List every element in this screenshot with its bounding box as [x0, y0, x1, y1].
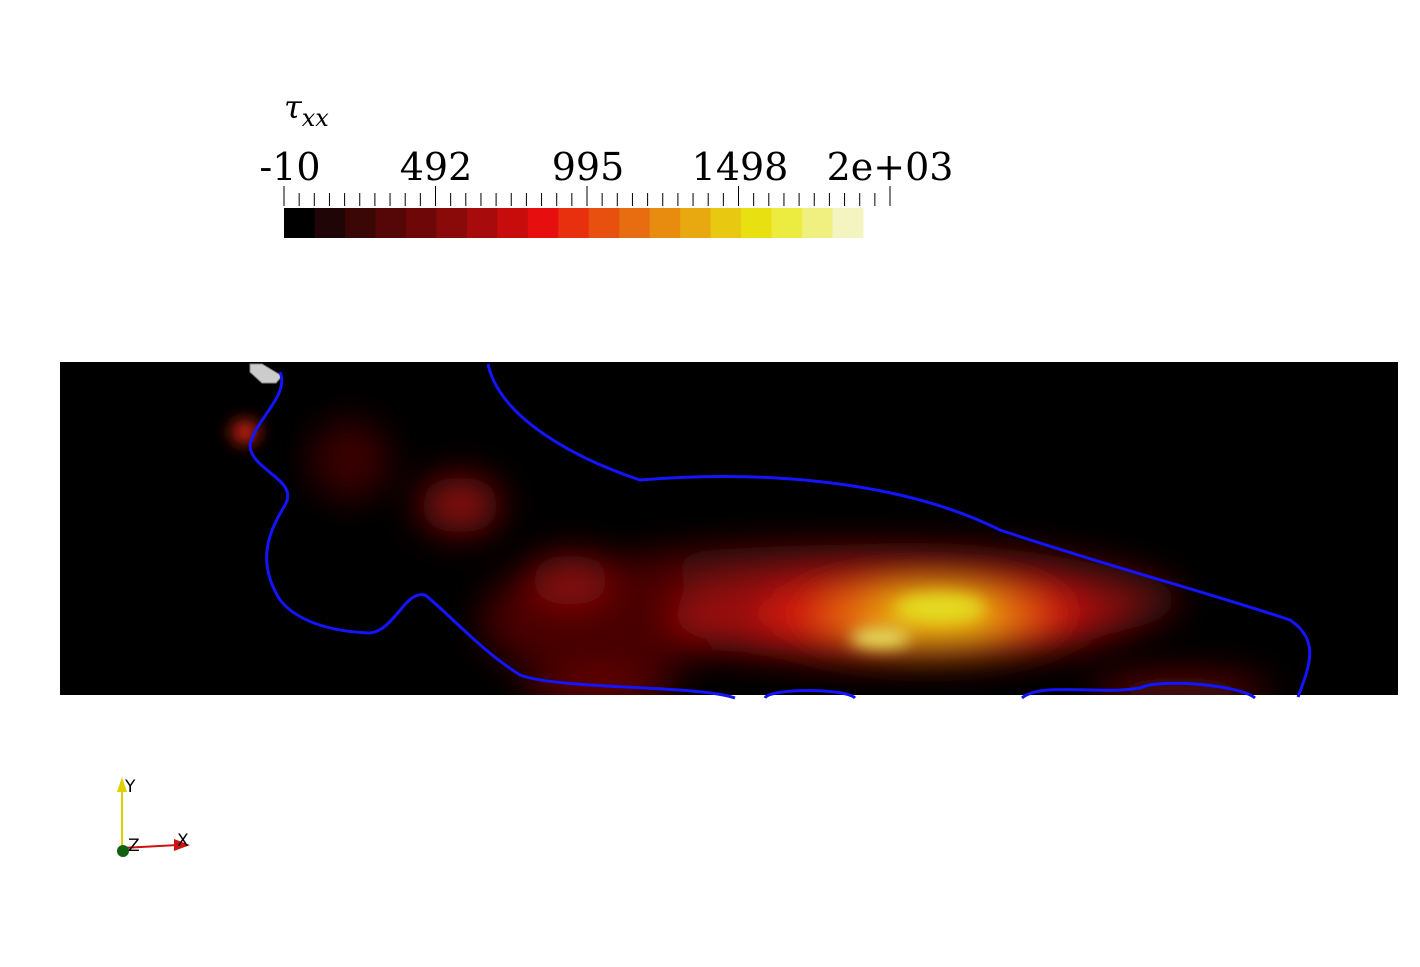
colorbar-swatch [405, 208, 437, 238]
colorbar-swatch [466, 208, 498, 238]
colorbar-swatch [802, 208, 834, 238]
colorbar-label: 492 [400, 145, 473, 189]
colorbar-label: 1498 [692, 145, 789, 189]
colorbar-swatch [284, 208, 315, 238]
axis-label: X [177, 831, 189, 851]
colorbar-label: 2e+03 [827, 145, 954, 189]
colorbar-swatch [314, 208, 346, 238]
colorbar-swatch [680, 208, 712, 238]
colorbar-swatch [527, 208, 559, 238]
colorbar-swatch [344, 208, 376, 238]
colorbar-swatch [832, 208, 864, 238]
colorbar-label: -10 [259, 145, 320, 189]
axis-label: Z [128, 836, 140, 856]
colorbar-swatch [497, 208, 529, 238]
colorbar-ticks [283, 186, 891, 206]
obstacle [249, 363, 283, 384]
colorbar-title: τxx [284, 88, 329, 132]
colorbar-label: 995 [552, 145, 625, 189]
colorbar-swatch [375, 208, 407, 238]
field [60, 362, 1398, 695]
contour-line [248, 363, 1312, 700]
colorbar-swatch [558, 208, 590, 238]
colorbar-swatch [710, 208, 742, 238]
colorbar-swatch [436, 208, 468, 238]
axis-label: Y [124, 777, 136, 797]
colorbar-swatch [771, 208, 803, 238]
colorbar-swatch [588, 208, 620, 238]
colorbar-swatch [649, 208, 681, 238]
colorbar [284, 208, 864, 238]
colorbar-swatch [619, 208, 651, 238]
colorbar-swatch [741, 208, 773, 238]
axes-triad: Y Z X [117, 777, 190, 857]
